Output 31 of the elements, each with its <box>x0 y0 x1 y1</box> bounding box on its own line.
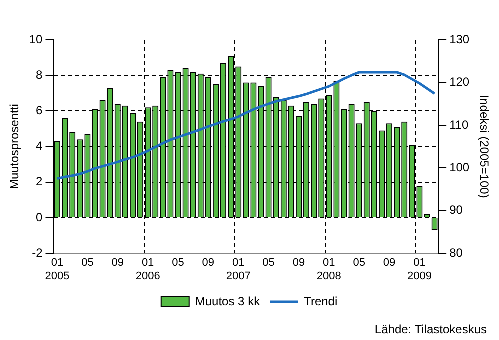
legend-label: Muutos 3 kk <box>195 294 262 308</box>
y-tick-label: -2 <box>32 246 44 260</box>
y-tick-label: 0 <box>36 210 44 224</box>
y2-tick-label: 110 <box>450 118 470 132</box>
x-tick-label: 09 <box>292 257 306 270</box>
x-tick-label: 05 <box>353 257 366 270</box>
x-tick-label: 05 <box>262 257 275 270</box>
y-tick-label: 8 <box>36 68 44 82</box>
text: Lähde: Tilastokeskus <box>374 322 487 336</box>
y-tick-label: 10 <box>29 32 44 46</box>
x-tick-label: 01 2006 <box>136 257 160 282</box>
y2-tick-label: 120 <box>450 75 470 90</box>
x-tick-label: 05 <box>82 257 94 270</box>
x-tick-label: 01 2005 <box>45 257 70 282</box>
x-tick-label: 09 <box>202 257 215 270</box>
x-tick-label: 01 2007 <box>226 257 251 282</box>
x-tick-label: 09 <box>383 257 396 270</box>
legend-label: Trendi <box>304 294 338 308</box>
x-tick-label: 01 2008 <box>316 257 342 282</box>
y2-tick-label: 90 <box>450 203 464 218</box>
x-tick-label: 09 <box>112 257 124 270</box>
y2-axis-title: Indeksi (2005=100) <box>477 95 492 198</box>
y2-tick-label: 80 <box>450 246 464 260</box>
y2-tick-label: 130 <box>450 32 470 46</box>
x-tick-label: 01 2009 <box>407 257 432 282</box>
y2-tick-label: 100 <box>450 160 470 174</box>
y-tick-label: 2 <box>36 174 44 189</box>
y-axis-title: Muutosprosentti <box>8 104 22 190</box>
x-tick-label: 05 <box>172 257 184 270</box>
y-tick-label: 4 <box>36 139 44 154</box>
y-tick-label: 6 <box>36 104 44 118</box>
